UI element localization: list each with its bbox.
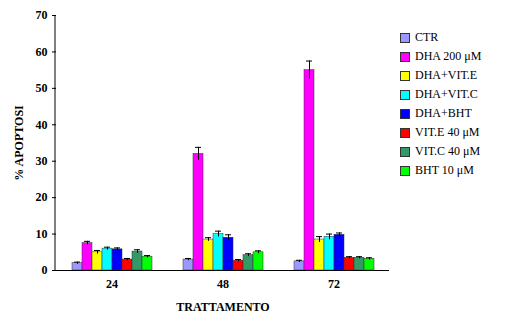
html-text:DHA+BHT: DHA+BHT: [415, 106, 472, 120]
html-text:VIT.E 40 μM: VIT.E 40 μM: [415, 125, 480, 139]
svg-text:40: 40: [36, 118, 48, 132]
html-text:DHA+VIT.E: DHA+VIT.E: [415, 68, 478, 82]
svg-text:20: 20: [36, 190, 48, 204]
svg-text:50: 50: [36, 81, 48, 95]
svg-text:10: 10: [36, 227, 48, 241]
svg-text:TRATTAMENTO: TRATTAMENTO: [176, 300, 269, 314]
html-text:DHA+VIT.C: DHA+VIT.C: [415, 87, 478, 101]
html-text:VIT.C 40 μM: VIT.C 40 μM: [415, 144, 481, 158]
svg-text:% APOPTOSI: % APOPTOSI: [12, 105, 26, 181]
svg-text:60: 60: [36, 45, 48, 59]
html-text:DHA 200 μM: DHA 200 μM: [415, 49, 482, 63]
html-text:CTR: CTR: [415, 30, 439, 44]
svg-text:0: 0: [42, 263, 48, 277]
svg-text:70: 70: [36, 8, 48, 22]
svg-text:72: 72: [328, 277, 340, 291]
svg-text:24: 24: [106, 277, 118, 291]
svg-text:30: 30: [36, 154, 48, 168]
svg-text:48: 48: [217, 277, 229, 291]
html-text:BHT 10 μM: BHT 10 μM: [415, 163, 474, 177]
